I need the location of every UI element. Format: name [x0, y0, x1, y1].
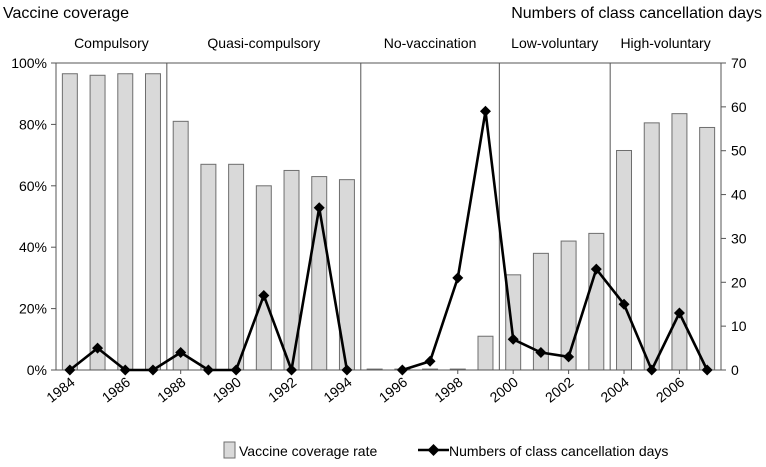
point-1998 — [452, 272, 464, 284]
point-1999 — [479, 105, 491, 117]
point-2004 — [618, 298, 630, 310]
left-tick-label: 80% — [19, 116, 47, 132]
point-1984 — [64, 364, 76, 376]
point-1991 — [258, 289, 270, 301]
right-tick-label: 60 — [731, 99, 747, 115]
x-tick-label: 1984 — [43, 374, 78, 406]
point-1990 — [230, 364, 242, 376]
bar-1986 — [117, 73, 134, 371]
period-label: Compulsory — [74, 35, 149, 51]
right-tick-label: 10 — [731, 318, 747, 334]
left-tick-label: 20% — [19, 301, 47, 317]
point-2007 — [701, 364, 713, 376]
bar-2006 — [671, 113, 688, 371]
period-label: High-voluntary — [620, 35, 710, 51]
point-2006 — [673, 307, 685, 319]
plot-area-frame — [55, 62, 722, 371]
left-tick-label: 0% — [27, 362, 47, 378]
right-tick-label: 70 — [731, 55, 747, 71]
point-1988 — [175, 346, 187, 358]
period-labels: Compulsory Quasi-compulsory No-vaccination… — [74, 35, 711, 51]
point-1997 — [424, 355, 436, 367]
right-axis-ticks: 0 10 20 30 40 50 60 70 — [721, 55, 747, 378]
period-label: No-vaccination — [384, 35, 477, 51]
right-axis-title: Numbers of class cancellation days — [511, 5, 762, 22]
point-2001 — [535, 346, 547, 358]
x-tick-label: 1990 — [210, 374, 245, 406]
period-label: Low-voluntary — [511, 35, 598, 51]
bar-2004 — [616, 149, 633, 371]
legend-bar-swatch — [223, 441, 236, 459]
period-label: Quasi-compulsory — [207, 35, 320, 51]
x-tick-label: 1988 — [154, 374, 189, 406]
left-tick-label: 100% — [11, 55, 47, 71]
point-1987 — [147, 364, 159, 376]
x-tick-label: 2000 — [487, 374, 522, 406]
bar-1999 — [477, 335, 494, 371]
bar-1987 — [144, 73, 161, 371]
legend-line-marker — [427, 444, 440, 456]
bar-1985 — [89, 74, 106, 371]
point-1994 — [341, 364, 353, 376]
right-tick-label: 40 — [731, 187, 747, 203]
x-tick-label: 1994 — [320, 374, 355, 406]
bar-1989 — [200, 163, 217, 371]
bar-1988 — [172, 120, 189, 371]
x-tick-label: 1992 — [265, 374, 300, 406]
left-axis-ticks: 0% 20% 40% 60% 80% 100% — [11, 55, 56, 378]
bar-1991 — [255, 185, 272, 371]
point-1993 — [313, 202, 325, 214]
point-2000 — [507, 333, 519, 345]
point-1996 — [396, 364, 408, 376]
bar-1990 — [228, 163, 245, 371]
right-tick-label: 20 — [731, 274, 747, 290]
left-tick-label: 60% — [19, 178, 47, 194]
point-2002 — [563, 351, 575, 363]
x-tick-label: 1998 — [431, 374, 466, 406]
left-axis-title: Vaccine coverage — [3, 5, 129, 22]
right-tick-label: 50 — [731, 143, 747, 159]
x-tick-label: 2004 — [597, 374, 632, 406]
bars — [61, 73, 716, 371]
bar-2005 — [643, 122, 660, 371]
legend: Vaccine coverage rate Numbers of class c… — [223, 441, 668, 459]
point-2005 — [646, 364, 658, 376]
point-1989 — [202, 364, 214, 376]
x-tick-label: 2002 — [542, 374, 577, 406]
bar-2007 — [699, 126, 716, 371]
point-1986 — [119, 364, 131, 376]
point-1992 — [286, 364, 298, 376]
legend-bar-label: Vaccine coverage rate — [239, 443, 377, 459]
point-2003 — [590, 263, 602, 275]
x-axis-ticks: 1984 1986 1988 1990 1992 1994 1996 1998 2000 2002… — [43, 370, 687, 406]
bar-1984 — [61, 73, 78, 371]
legend-line-label: Numbers of class cancellation days — [449, 443, 668, 459]
bar-2003 — [588, 232, 605, 371]
cancellation-line — [64, 105, 713, 376]
right-tick-label: 30 — [731, 230, 747, 246]
x-tick-label: 1986 — [99, 374, 134, 406]
bar-2002 — [560, 240, 577, 371]
point-1985 — [92, 342, 104, 354]
right-tick-label: 0 — [731, 362, 739, 378]
cancellation-line-path — [69, 109, 709, 372]
x-tick-label: 2006 — [653, 374, 688, 406]
left-tick-label: 40% — [19, 239, 47, 255]
x-tick-label: 1996 — [376, 374, 411, 406]
